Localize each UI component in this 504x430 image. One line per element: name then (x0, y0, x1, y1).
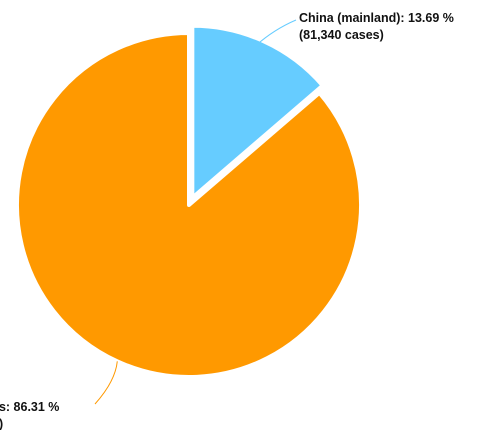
label-connector-1 (94, 361, 118, 405)
slice-label-other: es: 86.31 % s) (0, 400, 63, 430)
label-connector-0 (255, 19, 297, 46)
slice-label-china-line2: (81,340 cases) (299, 28, 384, 42)
slice-label-other-line2: s) (0, 417, 3, 430)
slice-label-china: China (mainland): 13.69 % (81,340 cases) (299, 11, 457, 42)
pie-slices (15, 23, 363, 379)
slice-label-china-line1: China (mainland): 13.69 % (299, 11, 454, 25)
pie-slice-0 (190, 23, 325, 200)
slice-label-other-line1: es: 86.31 % (0, 400, 59, 414)
label-connectors (94, 19, 297, 405)
